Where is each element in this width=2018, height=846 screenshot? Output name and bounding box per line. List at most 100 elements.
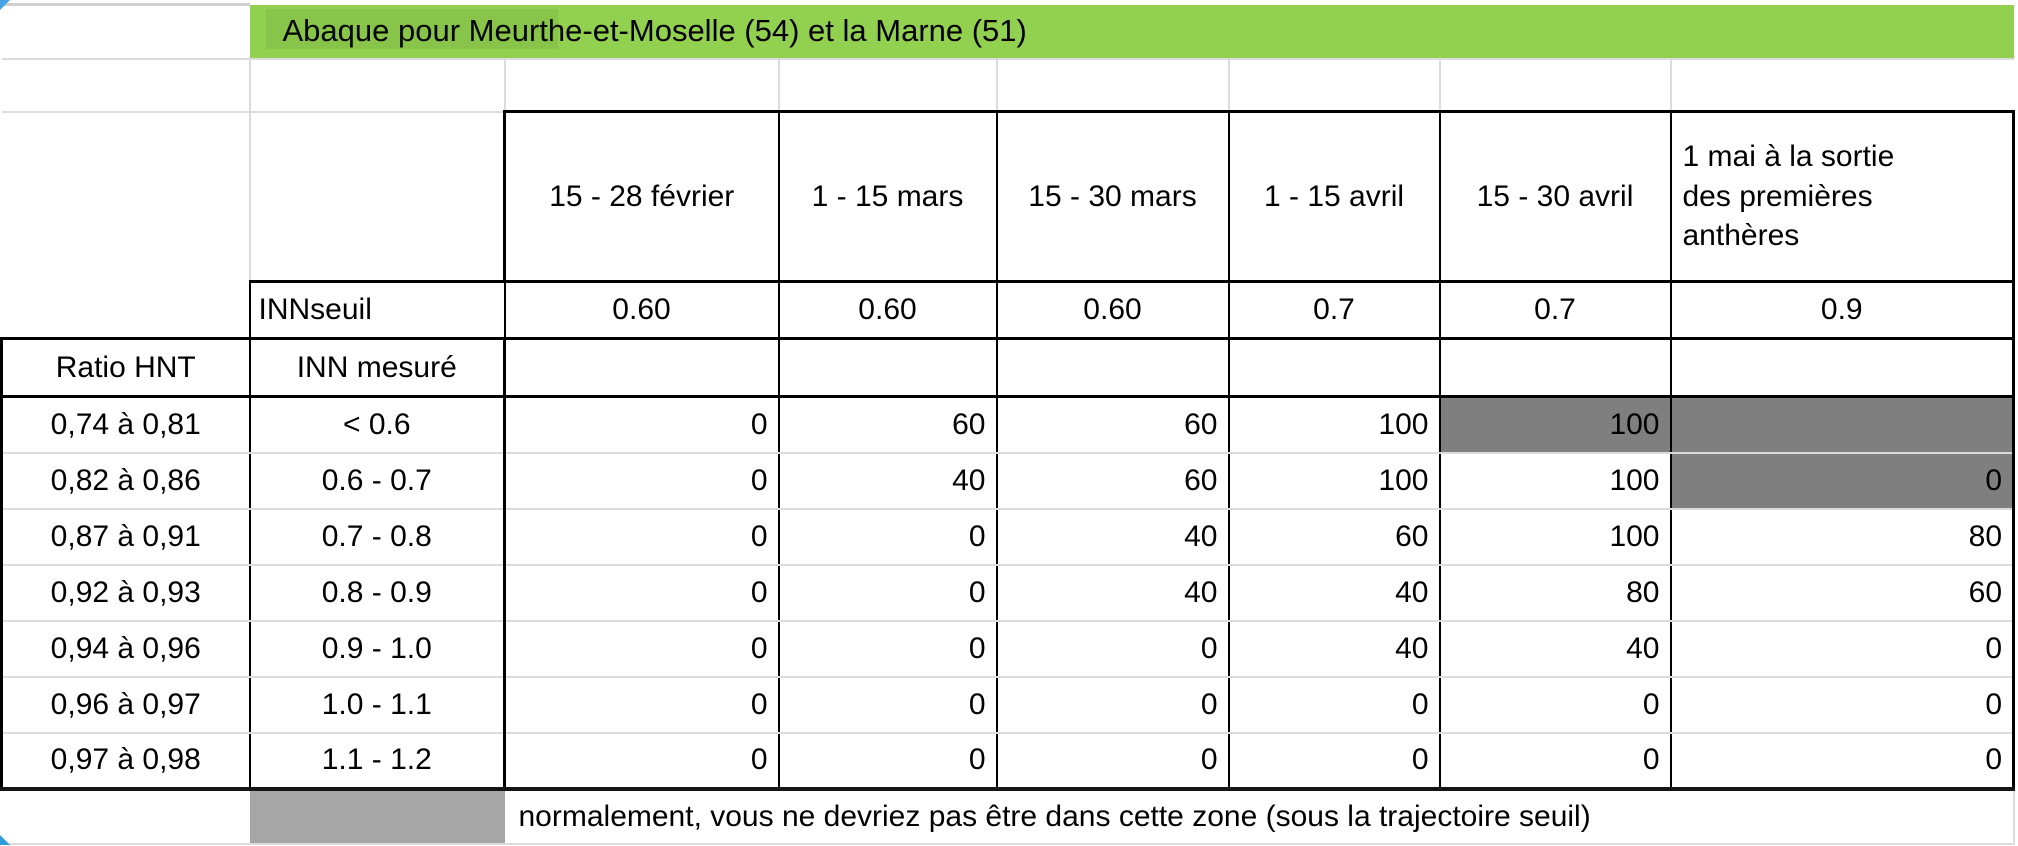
ratio-hnt-header-cell[interactable]: Ratio HNT	[0, 338, 251, 398]
empty-cell[interactable]	[995, 58, 1230, 113]
period-header-cell[interactable]: 1 mai à la sortie des premières anthères	[1669, 110, 2016, 283]
empty-cell[interactable]	[1, 58, 251, 113]
value-cell[interactable]: 60	[778, 396, 998, 454]
inn-mesure-cell[interactable]: < 0.6	[249, 396, 506, 454]
value-cell[interactable]: 0	[504, 508, 780, 566]
value-cell[interactable]: 0	[504, 564, 780, 622]
value-cell[interactable]: 0	[504, 620, 780, 678]
value-cell[interactable]: 0	[996, 620, 1230, 678]
value-cell[interactable]: 60	[1228, 508, 1441, 566]
value-cell[interactable]: 0	[504, 676, 780, 734]
value-cell[interactable]: 0	[996, 676, 1230, 734]
period-header-cell[interactable]: 1 - 15 avril	[1227, 110, 1441, 283]
value-cell[interactable]: 60	[996, 452, 1230, 510]
period-header-cell[interactable]: 15 - 30 avril	[1438, 110, 1672, 283]
innseuil-value-cell[interactable]: 0.7	[1228, 281, 1441, 340]
empty-cell[interactable]	[1439, 338, 1672, 398]
inn-mesure-cell[interactable]: 1.0 - 1.1	[249, 676, 506, 734]
note-text[interactable]: normalement, vous ne devriez pas être da…	[504, 788, 2015, 845]
note-swatch[interactable]	[249, 788, 505, 845]
inn-mesure-cell[interactable]: 0.6 - 0.7	[249, 452, 506, 510]
value-cell[interactable]: 0	[1228, 732, 1441, 791]
value-cell[interactable]: 0	[1670, 620, 2016, 678]
empty-cell[interactable]	[503, 58, 780, 113]
innseuil-label-cell[interactable]: INNseuil	[248, 281, 506, 340]
title-cell[interactable]: Abaque pour Meurthe-et-Moselle (54) et l…	[249, 4, 2014, 60]
ratio-hnt-cell[interactable]: 0,96 à 0,97	[0, 676, 251, 734]
table-row: 0,74 à 0,81 < 0.6 0 60 60 100 100	[0, 396, 2016, 454]
empty-cell[interactable]	[777, 58, 998, 113]
empty-cell[interactable]	[504, 338, 780, 398]
value-cell[interactable]: 0	[996, 732, 1230, 791]
empty-cell[interactable]	[1669, 58, 2014, 113]
corner-cell[interactable]	[1, 3, 250, 60]
value-cell[interactable]: 0	[1670, 676, 2016, 734]
value-cell[interactable]: 40	[996, 564, 1230, 622]
empty-cell[interactable]	[249, 111, 505, 283]
spacer-row	[1, 58, 2014, 113]
ratio-hnt-cell[interactable]: 0,92 à 0,93	[0, 564, 251, 622]
value-cell[interactable]: 100	[1439, 508, 1672, 566]
empty-cell[interactable]	[996, 338, 1230, 398]
ratio-hnt-cell[interactable]: 0,94 à 0,96	[0, 620, 251, 678]
value-cell[interactable]: 40	[1439, 620, 1672, 678]
empty-cell[interactable]	[1228, 338, 1441, 398]
value-cell[interactable]: 0	[1670, 732, 2016, 791]
innseuil-value-cell[interactable]: 0.60	[996, 281, 1230, 340]
value-cell[interactable]: 40	[1228, 620, 1441, 678]
inn-mesure-header-cell[interactable]: INN mesuré	[249, 338, 506, 398]
value-cell[interactable]: 80	[1670, 508, 2016, 566]
ratio-hnt-cell[interactable]: 0,87 à 0,91	[0, 508, 251, 566]
period-header-cell[interactable]: 15 - 30 mars	[995, 110, 1230, 283]
inn-mesure-cell[interactable]: 1.1 - 1.2	[249, 732, 506, 791]
empty-cell[interactable]	[1670, 338, 2016, 398]
value-cell[interactable]: 0	[1439, 676, 1672, 734]
innseuil-value-cell[interactable]: 0.60	[778, 281, 998, 340]
value-cell[interactable]: 0	[504, 396, 780, 454]
inn-mesure-cell[interactable]: 0.7 - 0.8	[249, 508, 506, 566]
abaque-table: Abaque pour Meurthe-et-Moselle (54) et l…	[0, 3, 2016, 845]
value-cell[interactable]: 0	[504, 452, 780, 510]
empty-cell[interactable]	[1, 788, 250, 845]
empty-cell[interactable]	[1438, 58, 1672, 113]
value-cell[interactable]: 0	[1439, 732, 1672, 791]
ratio-hnt-cell[interactable]: 0,74 à 0,81	[0, 396, 251, 454]
value-cell[interactable]: 0	[778, 620, 998, 678]
value-cell[interactable]: 0	[1670, 452, 2016, 510]
value-cell[interactable]: 100	[1228, 452, 1441, 510]
value-cell[interactable]: 40	[1228, 564, 1441, 622]
ratio-hnt-cell[interactable]: 0,82 à 0,86	[0, 452, 251, 510]
innseuil-value-cell[interactable]: 0.9	[1670, 281, 2016, 340]
value-cell[interactable]: 100	[1439, 396, 1672, 454]
value-cell[interactable]: 40	[996, 508, 1230, 566]
empty-cell[interactable]	[778, 338, 998, 398]
inn-mesure-cell[interactable]: 0.8 - 0.9	[249, 564, 506, 622]
value-cell[interactable]: 0	[778, 732, 998, 791]
value-cell[interactable]: 0	[1228, 676, 1441, 734]
value-cell[interactable]: 80	[1439, 564, 1672, 622]
period-header-cell[interactable]: 15 - 28 février	[503, 110, 780, 283]
inn-mesure-cell[interactable]: 0.9 - 1.0	[249, 620, 506, 678]
empty-cell[interactable]	[248, 58, 506, 113]
value-cell[interactable]: 0	[778, 564, 998, 622]
empty-cell[interactable]	[1, 111, 251, 282]
period-header-cell[interactable]: 1 - 15 mars	[777, 110, 998, 283]
value-cell[interactable]: 0	[504, 732, 780, 791]
table-row: 0,87 à 0,91 0.7 - 0.8 0 0 40 60 100 80	[0, 508, 2016, 566]
innseuil-value-cell[interactable]: 0.7	[1439, 281, 1672, 340]
value-cell[interactable]: 60	[996, 396, 1230, 454]
period-header-label: 1 mai à la sortie des premières anthères	[1682, 140, 1895, 253]
value-cell[interactable]: 40	[778, 452, 998, 510]
empty-cell[interactable]	[1227, 58, 1441, 113]
innseuil-value-cell[interactable]: 0.60	[504, 281, 780, 340]
empty-cell[interactable]	[1, 281, 250, 340]
value-cell[interactable]: 100	[1439, 452, 1672, 510]
value-cell[interactable]: 100	[1228, 396, 1441, 454]
value-cell[interactable]: 0	[778, 508, 998, 566]
value-cell[interactable]	[1670, 396, 2016, 454]
ratio-hnt-cell[interactable]: 0,97 à 0,98	[0, 732, 251, 791]
table-row: 0,96 à 0,97 1.0 - 1.1 0 0 0 0 0 0	[0, 676, 2016, 734]
value-cell[interactable]: 0	[778, 676, 998, 734]
value-cell[interactable]: 60	[1670, 564, 2016, 622]
